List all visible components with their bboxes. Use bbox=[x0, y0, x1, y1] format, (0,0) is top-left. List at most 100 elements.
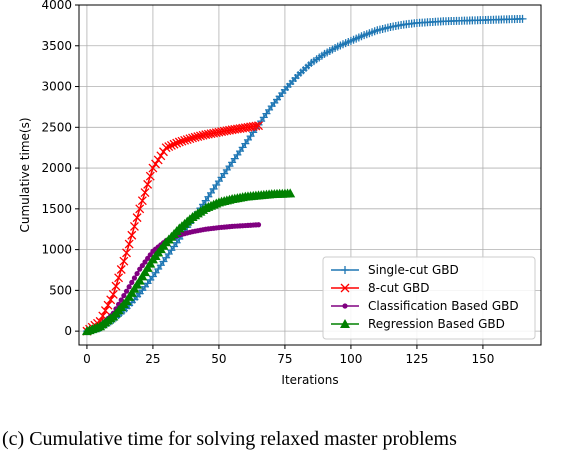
legend-entry: Classification Based GBD bbox=[331, 299, 519, 313]
data-point bbox=[161, 143, 171, 153]
series-8-cut-gbd bbox=[82, 121, 263, 336]
data-point bbox=[100, 306, 110, 316]
x-tick-label: 0 bbox=[83, 352, 91, 366]
data-point bbox=[137, 196, 147, 206]
data-point bbox=[203, 129, 213, 139]
data-point bbox=[217, 127, 227, 137]
data-point bbox=[219, 126, 229, 136]
x-tick-label: 150 bbox=[471, 352, 494, 366]
data-point bbox=[172, 138, 182, 148]
legend-label: Regression Based GBD bbox=[368, 317, 505, 331]
data-point bbox=[185, 134, 195, 144]
data-point bbox=[122, 248, 131, 258]
data-point bbox=[119, 256, 129, 266]
data-point bbox=[132, 213, 142, 223]
data-point bbox=[111, 281, 121, 291]
data-point bbox=[188, 133, 197, 143]
legend-entry: 8-cut GBD bbox=[331, 281, 429, 295]
data-point bbox=[156, 151, 166, 161]
data-point bbox=[190, 132, 200, 142]
data-point bbox=[129, 221, 139, 231]
data-point bbox=[177, 136, 187, 146]
x-tick-label: 25 bbox=[145, 352, 160, 366]
data-point bbox=[145, 255, 151, 262]
data-point bbox=[153, 155, 163, 165]
data-point bbox=[182, 135, 192, 144]
data-point bbox=[195, 131, 205, 141]
y-tick-label: 3000 bbox=[41, 80, 72, 94]
grid bbox=[79, 4, 541, 345]
data-point bbox=[121, 292, 127, 299]
data-point bbox=[137, 266, 143, 272]
ticks: 0 25 50 75 100 125 150050010001500200025003000… bbox=[41, 0, 494, 366]
data-point bbox=[127, 230, 137, 240]
legend-box bbox=[322, 256, 536, 340]
data-point bbox=[201, 130, 211, 140]
y-tick-label: 3500 bbox=[41, 39, 72, 53]
legend-entry: Single-cut GBD bbox=[331, 263, 459, 277]
series-regression-based-gbd bbox=[81, 188, 296, 336]
data-point bbox=[222, 126, 232, 136]
plot-frame bbox=[78, 4, 542, 346]
data-point bbox=[131, 275, 138, 281]
x-tick-label: 75 bbox=[277, 352, 292, 366]
data-point bbox=[106, 295, 116, 305]
legend-entry: Regression Based GBD bbox=[331, 317, 505, 331]
data-point bbox=[340, 319, 350, 328]
data-point bbox=[341, 266, 349, 274]
data-point bbox=[135, 204, 145, 214]
data-point bbox=[251, 121, 261, 131]
data-point bbox=[126, 284, 132, 290]
data-point bbox=[211, 128, 221, 138]
data-point bbox=[139, 262, 145, 269]
series-layer bbox=[81, 14, 527, 336]
y-tick-label: 0 bbox=[64, 324, 72, 338]
data-point bbox=[254, 121, 263, 131]
figure-caption: (c) Cumulative time for solving relaxed … bbox=[2, 428, 457, 450]
data-point bbox=[342, 303, 348, 309]
y-tick-label: 1000 bbox=[41, 243, 72, 257]
data-point bbox=[206, 129, 216, 139]
data-point bbox=[148, 163, 158, 173]
data-point bbox=[174, 137, 184, 147]
x-tick-label: 100 bbox=[339, 352, 362, 366]
y-tick-label: 2500 bbox=[41, 120, 72, 134]
y-tick-label: 1500 bbox=[41, 202, 72, 216]
y-tick-label: 2000 bbox=[41, 161, 72, 175]
data-point bbox=[209, 128, 219, 138]
data-point bbox=[114, 273, 124, 283]
data-point bbox=[518, 14, 527, 23]
data-point bbox=[214, 127, 224, 137]
data-point bbox=[285, 188, 296, 198]
data-point bbox=[140, 188, 150, 197]
data-point bbox=[142, 259, 148, 265]
data-point bbox=[143, 179, 153, 189]
data-point bbox=[180, 135, 190, 145]
data-point bbox=[255, 222, 262, 228]
data-point bbox=[134, 270, 140, 277]
data-point bbox=[145, 171, 155, 181]
data-point bbox=[147, 252, 153, 258]
data-point bbox=[116, 265, 126, 274]
data-point bbox=[340, 283, 350, 293]
legend-label: Single-cut GBD bbox=[368, 263, 459, 277]
cumulative-time-chart: 0 25 50 75 100 125 150050010001500200025003000… bbox=[18, 0, 542, 387]
data-point bbox=[151, 159, 161, 169]
legend-label: 8-cut GBD bbox=[368, 281, 429, 295]
data-point bbox=[124, 239, 134, 249]
x-tick-label: 125 bbox=[405, 352, 428, 366]
y-tick-label: 4000 bbox=[41, 0, 72, 12]
legend-label: Classification Based GBD bbox=[368, 299, 519, 313]
y-tick-label: 500 bbox=[49, 283, 72, 297]
data-point bbox=[164, 142, 174, 152]
data-point bbox=[169, 139, 179, 149]
data-point bbox=[108, 289, 118, 299]
legend: Single-cut GBD 8-cut GBD Classification Ba… bbox=[322, 256, 536, 340]
x-axis-label: Iterations bbox=[281, 373, 338, 387]
data-point bbox=[103, 300, 113, 310]
data-point bbox=[198, 130, 208, 140]
x-tick-label: 50 bbox=[211, 352, 226, 366]
data-point bbox=[129, 279, 135, 285]
data-point bbox=[193, 132, 203, 142]
data-point bbox=[118, 297, 124, 303]
